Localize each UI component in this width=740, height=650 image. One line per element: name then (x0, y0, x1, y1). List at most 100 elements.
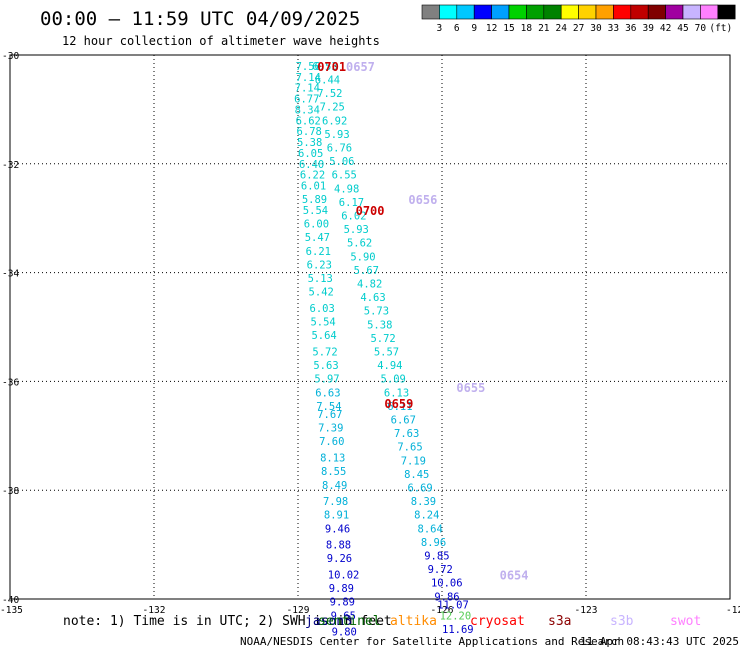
wave-height-value: 8.49 (322, 480, 347, 492)
wave-height-value: 8.96 (421, 537, 446, 549)
wave-height-value: 7.98 (323, 496, 348, 508)
wave-height-value: 5.06 (329, 156, 354, 168)
plot-area: 7.507.147.146.778.346.626.785.386.056.40… (294, 60, 528, 639)
x-tick-label: -129 (287, 605, 310, 616)
wave-height-value: 12.20 (440, 610, 472, 622)
wave-height-value: 6.63 (315, 387, 340, 399)
satellite-legend-sentinel: sentinel (318, 614, 381, 629)
footer-credit: NOAA/NESDIS Center for Satellite Applica… (240, 635, 624, 648)
wave-height-value: 6.23 (307, 259, 332, 271)
satellite-legend-altika: altika (390, 614, 437, 629)
wave-height-value: 9.89 (329, 583, 354, 595)
wave-height-value: 6.17 (339, 197, 364, 209)
colorbar-label: 42 (660, 23, 671, 34)
satellite-legend-s3a: s3a (548, 614, 571, 629)
colorbar-swatch (595, 4, 614, 20)
wave-height-value: 5.93 (324, 129, 349, 141)
colorbar-label: 24 (555, 23, 567, 34)
wave-height-value: 7.14 (295, 83, 320, 95)
wave-height-value: 5.42 (309, 287, 334, 299)
longitude-tick-labels: -135 -132 -129 -126 -123 -120 (0, 605, 740, 616)
wave-height-value: 8.64 (418, 523, 443, 535)
wave-height-value: 6.77 (294, 94, 319, 106)
satellite-legend-swot: swot (670, 614, 701, 629)
colorbar-swatch (508, 4, 527, 20)
page-title: 00:00 – 11:59 UTC 04/09/2025 (40, 8, 360, 30)
wave-height-value: 6.44 (315, 74, 340, 86)
wave-height-value: 8.13 (320, 453, 345, 465)
wave-height-value: 11.07 (437, 599, 469, 611)
wave-height-value: 5.97 (314, 374, 339, 386)
wave-height-value: 6.02 (341, 210, 366, 222)
y-tick-label: -36 (2, 377, 19, 388)
wave-height-value: 4.63 (360, 292, 385, 304)
latitude-tick-labels: -30 -32 -34 -36 -38 -40 (2, 51, 19, 606)
pass-time-label: 0655 (456, 381, 485, 395)
wave-height-value: 5.13 (308, 273, 333, 285)
wave-height-value: 8.45 (404, 469, 429, 481)
wave-height-value: 5.09 (381, 374, 406, 386)
colorbar-label: 12 (486, 23, 497, 34)
wave-height-value: 4.94 (377, 360, 402, 372)
colorbar-swatch (647, 4, 666, 20)
y-tick-label: -40 (2, 595, 19, 606)
pass-time-label: 0700 (356, 204, 385, 218)
x-tick-label: -120 (726, 605, 740, 616)
wave-height-value: 8.88 (326, 540, 351, 552)
colorbar-label: 39 (642, 23, 654, 34)
wave-height-value: 5.54 (310, 317, 335, 329)
colorbar-swatch (578, 4, 597, 20)
wave-height-value: 6.67 (391, 414, 416, 426)
wave-height-value: 6.01 (301, 181, 326, 193)
wave-height-value: 9.80 (332, 627, 357, 639)
wave-height-value: 5.63 (313, 360, 338, 372)
pass-time-label: 0659 (384, 397, 413, 411)
wave-height-value: 5.72 (312, 346, 337, 358)
wave-height-value: 9.89 (330, 597, 355, 609)
colorbar-label: 18 (521, 23, 533, 34)
wave-height-value: 8.91 (324, 510, 349, 522)
colorbar-swatch (613, 4, 632, 20)
pass-time-label: 0657 (346, 60, 375, 74)
wave-height-value: 8.24 (414, 510, 439, 522)
wave-height-value: 8.34 (295, 104, 320, 116)
wave-height-value: 5.89 (302, 194, 327, 206)
wave-height-value: 5.67 (354, 265, 379, 277)
colorbar-label: 6 (454, 23, 460, 34)
wave-height-value: 6.55 (332, 170, 357, 182)
page-subtitle: 12 hour collection of altimeter wave hei… (62, 34, 380, 48)
wave-height-value: 4.98 (334, 183, 359, 195)
wave-height-value: 5.64 (311, 330, 336, 342)
wave-height-value: 5.90 (350, 251, 375, 263)
wave-height-value: 5.72 (370, 333, 395, 345)
wave-height-value: 6.03 (310, 303, 335, 315)
wave-height-value: 5.38 (367, 319, 392, 331)
wave-height-value: 7.60 (319, 436, 344, 448)
colorbar-swatch (560, 4, 579, 20)
wave-height-value: 7.52 (317, 88, 342, 100)
colorbar-swatch (421, 4, 440, 20)
x-tick-label: -123 (575, 605, 598, 616)
wave-height-value: 6.00 (304, 219, 329, 231)
colorbar-swatch (717, 4, 736, 20)
wave-height-value: 6.13 (384, 387, 409, 399)
wave-height-value: 6.53 (312, 61, 337, 73)
footer-timestamp: 11 Apr 08:43:43 UTC 2025 (580, 635, 739, 648)
colorbar-label: 3 (437, 23, 443, 34)
wave-height-value: 5.93 (344, 224, 369, 236)
wave-height-value: 11.69 (442, 624, 474, 636)
x-tick-label: -126 (431, 605, 454, 616)
colorbar-swatch (491, 4, 510, 20)
wave-height-value: 6.11 (387, 401, 412, 413)
wave-height-value: 9.72 (428, 564, 453, 576)
colorbar-swatch (682, 4, 701, 20)
wave-height-value: 8.39 (411, 496, 436, 508)
wave-height-value: 6.76 (327, 142, 352, 154)
x-tick-label: -135 (0, 605, 23, 616)
x-tick-label: -132 (143, 605, 166, 616)
wave-height-value: 5.38 (297, 137, 322, 149)
colorbar-label: 36 (625, 23, 637, 34)
colorbar-swatch (543, 4, 562, 20)
colorbar-label: 21 (538, 23, 550, 34)
wave-height-value: 6.78 (297, 126, 322, 138)
